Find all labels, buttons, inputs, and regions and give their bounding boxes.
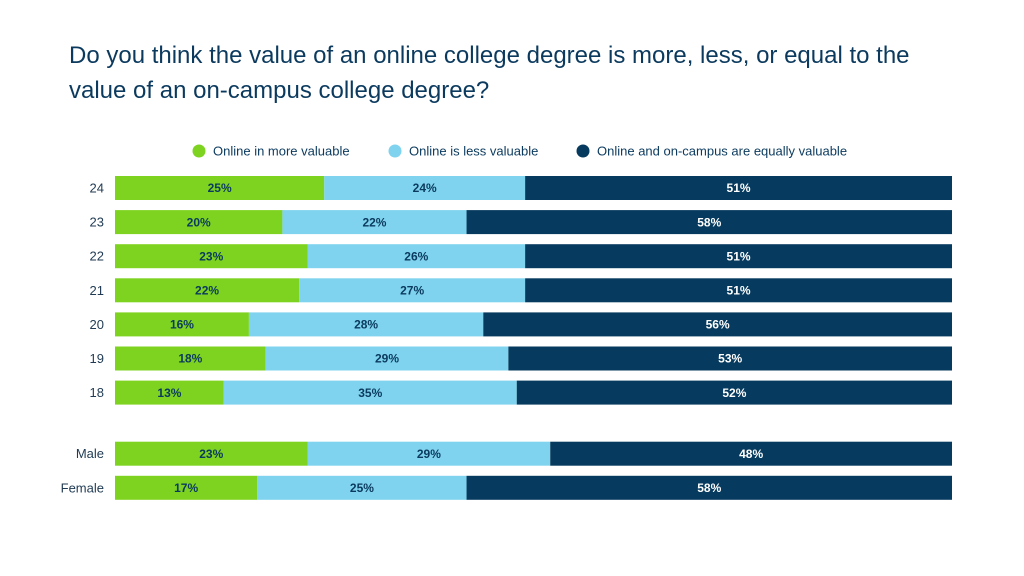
data-label-female-online-and-on-campus-are-equally-valuable: 58%: [697, 481, 721, 495]
data-label-22-online-is-less-valuable: 26%: [404, 249, 428, 263]
category-label-21: 21: [90, 283, 104, 298]
data-label-18-online-in-more-valuable: 13%: [157, 386, 181, 400]
category-label-female: Female: [61, 480, 104, 495]
data-label-20-online-is-less-valuable: 28%: [354, 318, 378, 332]
bar-19-online-and-on-campus-are-equally-valuable: [508, 346, 952, 371]
data-label-23-online-is-less-valuable: 22%: [362, 215, 386, 229]
data-label-24-online-is-less-valuable: 24%: [413, 181, 437, 195]
legend-label-online-and-on-campus-are-equally-valuable: Online and on-campus are equally valuabl…: [597, 144, 847, 159]
data-label-24-online-and-on-campus-are-equally-valuable: 51%: [727, 181, 751, 195]
data-label-male-online-in-more-valuable: 23%: [199, 447, 223, 461]
data-label-22-online-and-on-campus-are-equally-valuable: 51%: [727, 249, 751, 263]
category-label-male: Male: [76, 446, 104, 461]
bar-male-online-is-less-valuable: [307, 441, 551, 466]
category-label-22: 22: [90, 249, 104, 264]
bar-24-online-and-on-campus-are-equally-valuable: [525, 176, 952, 200]
category-label-24: 24: [90, 181, 104, 196]
bar-24-online-is-less-valuable: [324, 176, 526, 200]
bar-21-online-and-on-campus-are-equally-valuable: [525, 278, 952, 303]
data-label-female-online-in-more-valuable: 17%: [174, 481, 198, 495]
bar-22-online-and-on-campus-are-equally-valuable: [525, 244, 952, 269]
legend: Online in more valuable Online is less va…: [192, 144, 847, 159]
data-label-male-online-and-on-campus-are-equally-valuable: 48%: [739, 447, 763, 461]
data-label-18-online-and-on-campus-are-equally-valuable: 52%: [722, 386, 746, 400]
legend-marker-online-is-less-valuable: [388, 144, 402, 158]
bar-23-online-and-on-campus-are-equally-valuable: [466, 210, 952, 235]
data-label-24-online-in-more-valuable: 25%: [208, 181, 232, 195]
data-label-19-online-in-more-valuable: 18%: [178, 352, 202, 366]
bar-21-online-in-more-valuable: [115, 278, 300, 303]
bar-23-online-in-more-valuable: [115, 210, 283, 235]
category-label-19: 19: [90, 351, 104, 366]
bar-female-online-in-more-valuable: [115, 475, 258, 500]
bar-18-online-in-more-valuable: [115, 380, 224, 405]
category-label-20: 20: [90, 317, 104, 332]
data-label-23-online-in-more-valuable: 20%: [187, 215, 211, 229]
bar-20-online-in-more-valuable: [115, 312, 249, 337]
legend-marker-online-and-on-campus-are-equally-valuable: [576, 144, 590, 158]
data-label-19-online-and-on-campus-are-equally-valuable: 53%: [718, 352, 742, 366]
data-labels: 25% 24% 51% 20% 22% 58% 23% 26% 51% 22% 27% 51% 16% 2…: [157, 181, 763, 495]
data-label-20-online-in-more-valuable: 16%: [170, 318, 194, 332]
category-label-18: 18: [90, 385, 104, 400]
bar-22-online-in-more-valuable: [115, 244, 308, 269]
data-label-male-online-is-less-valuable: 29%: [417, 447, 441, 461]
legend-marker-online-in-more-valuable: [192, 144, 206, 158]
data-label-18-online-is-less-valuable: 35%: [358, 386, 382, 400]
bar-18-online-is-less-valuable: [223, 380, 517, 405]
chart-title: Do you think the value of an online coll…: [69, 42, 910, 104]
category-label-23: 23: [90, 215, 104, 230]
data-label-21-online-and-on-campus-are-equally-valuable: 51%: [727, 284, 751, 298]
data-label-20-online-and-on-campus-are-equally-valuable: 56%: [706, 318, 730, 332]
data-label-21-online-in-more-valuable: 22%: [195, 284, 219, 298]
data-label-19-online-is-less-valuable: 29%: [375, 352, 399, 366]
bar-19-online-in-more-valuable: [115, 346, 266, 371]
bar-21-online-is-less-valuable: [299, 278, 526, 303]
bar-22-online-is-less-valuable: [307, 244, 526, 269]
bar-male-online-in-more-valuable: [115, 441, 308, 466]
data-label-female-online-is-less-valuable: 25%: [350, 481, 374, 495]
bar-female-online-and-on-campus-are-equally-valuable: [466, 475, 952, 500]
bar-20-online-is-less-valuable: [248, 312, 484, 337]
data-label-21-online-is-less-valuable: 27%: [400, 284, 424, 298]
category-axis: 24 23 22 21 20 19 18 Male Female: [61, 181, 104, 496]
bar-20-online-and-on-campus-are-equally-valuable: [483, 312, 952, 337]
data-label-23-online-and-on-campus-are-equally-valuable: 58%: [697, 215, 721, 229]
data-label-22-online-in-more-valuable: 23%: [199, 249, 223, 263]
bar-18-online-and-on-campus-are-equally-valuable: [516, 380, 952, 405]
legend-label-online-in-more-valuable: Online in more valuable: [213, 144, 350, 159]
bar-19-online-is-less-valuable: [265, 346, 509, 371]
bar-23-online-is-less-valuable: [282, 210, 467, 235]
bar-24-online-in-more-valuable: [115, 176, 325, 200]
bars: [115, 176, 952, 500]
bar-female-online-is-less-valuable: [257, 475, 467, 500]
bar-male-online-and-on-campus-are-equally-valuable: [550, 441, 952, 466]
legend-label-online-is-less-valuable: Online is less valuable: [409, 144, 538, 159]
